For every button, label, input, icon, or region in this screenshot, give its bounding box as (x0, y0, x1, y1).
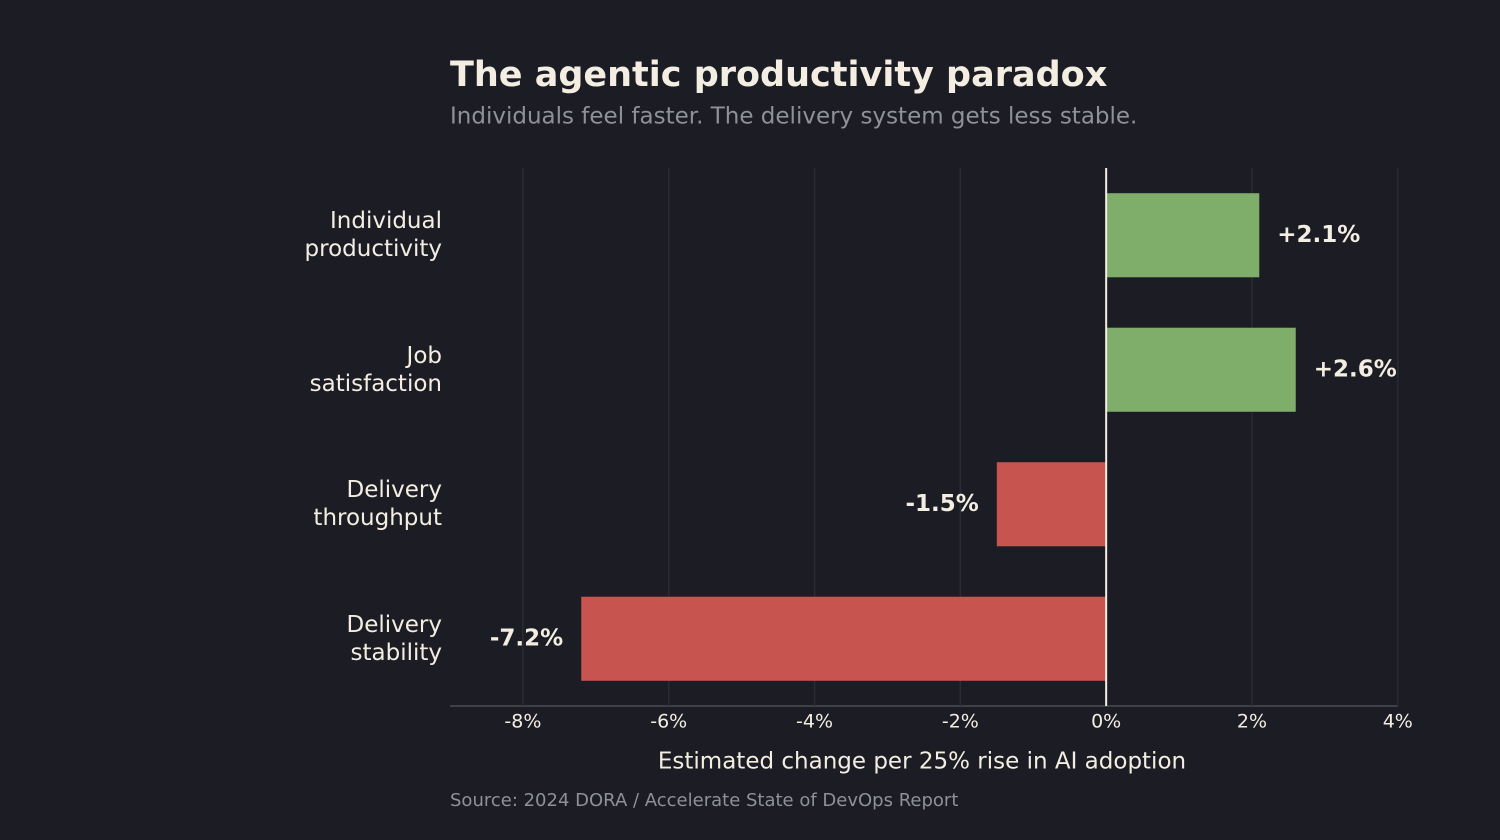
y-tick-label: Job satisfaction (309, 342, 442, 397)
bar (996, 462, 1107, 547)
x-tick-label: -2% (942, 711, 979, 733)
chart-title: The agentic productivity paradox (450, 55, 1108, 95)
bar (581, 596, 1107, 681)
bar (1106, 327, 1296, 412)
x-tick-label: -4% (796, 711, 833, 733)
x-axis-label: Estimated change per 25% rise in AI adop… (658, 749, 1186, 775)
chart-subtitle: Individuals feel faster. The delivery sy… (450, 104, 1137, 130)
x-tick-label: 4% (1383, 711, 1413, 733)
value-label: +2.1% (1277, 222, 1360, 248)
x-tick-label: 0% (1091, 711, 1121, 733)
y-tick-label: Delivery stability (346, 611, 442, 666)
y-tick-label: Individual productivity (304, 208, 442, 263)
x-tick-label: -6% (650, 711, 687, 733)
value-label: +2.6% (1314, 356, 1397, 382)
x-tick-label: -8% (504, 711, 541, 733)
y-tick-label: Delivery throughput (313, 477, 442, 532)
value-label: -7.2% (490, 625, 563, 651)
x-tick-label: 2% (1237, 711, 1267, 733)
bar (1106, 193, 1260, 278)
value-label: -1.5% (905, 491, 978, 517)
source-note: Source: 2024 DORA / Accelerate State of … (450, 790, 958, 811)
